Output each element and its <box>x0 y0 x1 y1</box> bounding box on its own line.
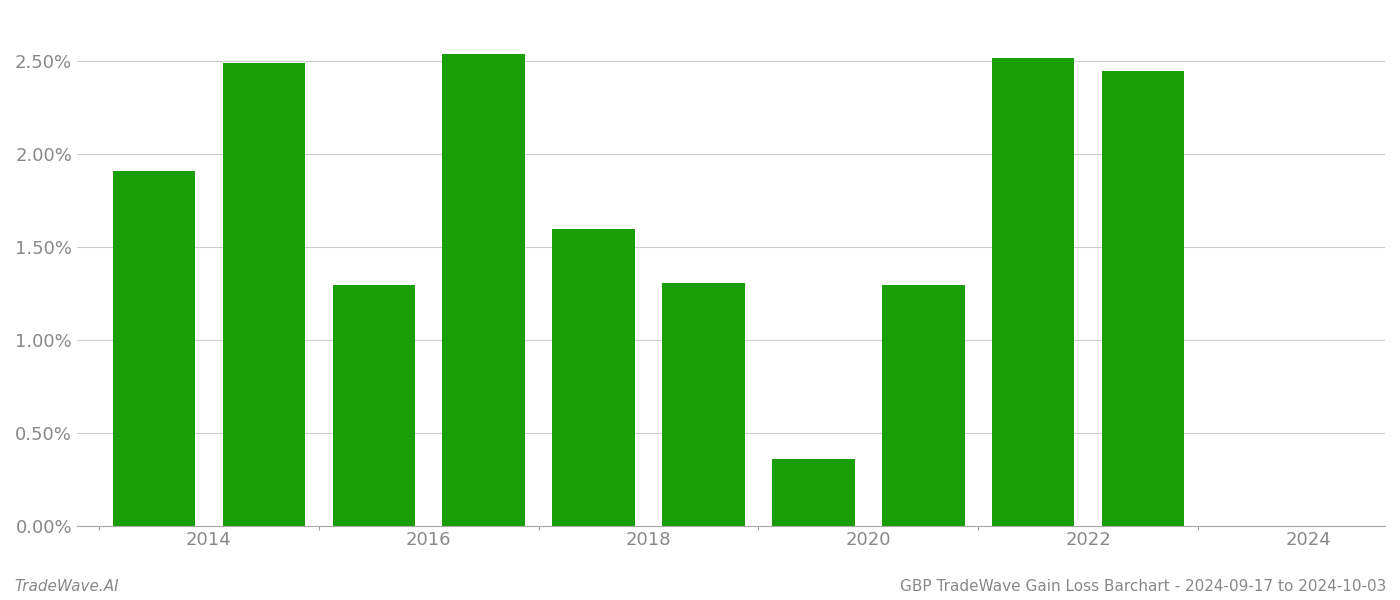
Bar <box>993 58 1074 526</box>
Bar <box>1102 71 1184 526</box>
Bar <box>333 284 414 526</box>
Text: GBP TradeWave Gain Loss Barchart - 2024-09-17 to 2024-10-03: GBP TradeWave Gain Loss Barchart - 2024-… <box>900 579 1386 594</box>
Bar <box>882 284 965 526</box>
Bar <box>773 459 854 526</box>
Bar <box>223 64 305 526</box>
Bar <box>113 171 195 526</box>
Bar <box>662 283 745 526</box>
Bar <box>553 229 634 526</box>
Text: TradeWave.AI: TradeWave.AI <box>14 579 119 594</box>
Bar <box>442 54 525 526</box>
